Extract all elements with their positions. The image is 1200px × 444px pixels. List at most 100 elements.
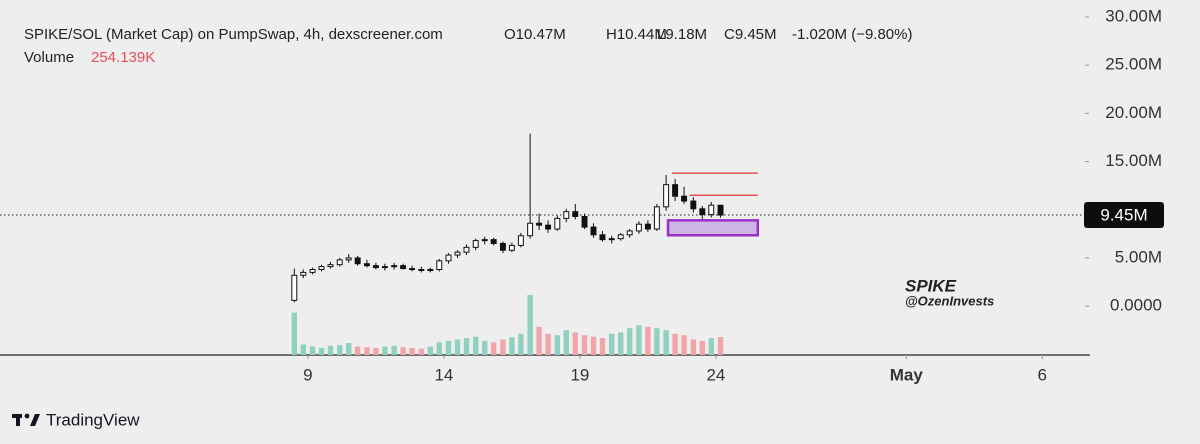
volume-bar bbox=[418, 348, 425, 355]
footer-brand: TradingView bbox=[46, 410, 140, 429]
candle-body bbox=[527, 222, 534, 237]
volume-bar bbox=[473, 336, 479, 355]
ohlc-value: -1.020M (−9.80%) bbox=[792, 26, 912, 43]
volume-bar bbox=[527, 295, 533, 355]
volume-bar bbox=[454, 339, 461, 355]
candle-body bbox=[291, 274, 298, 301]
candle-body bbox=[554, 217, 561, 230]
volume-bar bbox=[391, 345, 397, 355]
candle-body bbox=[472, 240, 479, 248]
volume-bar bbox=[445, 340, 452, 355]
watermark-handle: @OzenInvests bbox=[905, 293, 994, 308]
candle-body bbox=[354, 257, 361, 265]
volume-bar bbox=[382, 346, 388, 355]
candle-body bbox=[363, 263, 370, 267]
candle-body bbox=[536, 222, 543, 226]
volume-bar bbox=[309, 346, 316, 355]
volume-bar bbox=[346, 343, 352, 355]
volume-bar bbox=[572, 332, 578, 355]
volume-bar bbox=[436, 342, 442, 355]
volume-bar bbox=[409, 347, 415, 355]
candle-body bbox=[409, 268, 416, 271]
x-tick-label: 9 bbox=[303, 365, 312, 384]
chart-title: SPIKE/SOL (Market Cap) on PumpSwap, 4h, … bbox=[24, 26, 443, 43]
y-tick-label: 30.00M bbox=[1105, 6, 1162, 25]
candle-body bbox=[454, 251, 461, 256]
candle-body bbox=[672, 184, 679, 197]
candle-body bbox=[572, 211, 579, 217]
volume-value: 254.139K bbox=[91, 49, 155, 66]
candle-body bbox=[690, 200, 697, 210]
volume-bar bbox=[609, 333, 615, 355]
volume-bar bbox=[427, 346, 433, 355]
ohlc-value: H10.44M bbox=[606, 26, 667, 43]
x-tick-label: 14 bbox=[434, 365, 453, 384]
x-tick-label: 24 bbox=[706, 365, 725, 384]
volume-bar bbox=[373, 347, 379, 355]
candle-body bbox=[708, 204, 715, 216]
x-tick-label: 19 bbox=[570, 365, 589, 384]
volume-bar bbox=[690, 339, 697, 355]
candle-body bbox=[445, 254, 452, 262]
candle-body bbox=[436, 260, 443, 271]
candle-body bbox=[300, 271, 307, 276]
candle-body bbox=[499, 242, 506, 251]
y-tick-label: 20.00M bbox=[1105, 103, 1162, 122]
volume-bar bbox=[545, 333, 551, 355]
candle-body bbox=[327, 264, 334, 268]
candle-body bbox=[545, 224, 552, 230]
candle-body bbox=[508, 244, 515, 251]
volume-bar bbox=[590, 336, 597, 355]
candle-body bbox=[381, 266, 388, 269]
candle-body bbox=[653, 206, 660, 230]
candle-body bbox=[309, 269, 316, 273]
volume-bar bbox=[400, 347, 406, 355]
candle-body bbox=[717, 204, 724, 216]
x-tick-label: May bbox=[890, 365, 924, 384]
watermark: SPIKE bbox=[905, 276, 957, 295]
volume-bar bbox=[364, 347, 370, 355]
volume-bar bbox=[663, 330, 669, 355]
volume-bar bbox=[681, 335, 687, 355]
candle-body bbox=[626, 230, 633, 236]
x-tick-label: 6 bbox=[1038, 365, 1047, 384]
y-tick-label: 15.00M bbox=[1105, 151, 1162, 170]
candle-body bbox=[563, 211, 570, 219]
volume-bar bbox=[563, 330, 569, 355]
candle-body bbox=[345, 257, 352, 261]
volume-bar bbox=[554, 335, 561, 355]
candle-body bbox=[681, 195, 688, 202]
ohlc-value: L9.18M bbox=[657, 26, 707, 43]
y-tick-label: 25.00M bbox=[1105, 55, 1162, 74]
candle-body bbox=[418, 269, 425, 272]
volume-bar bbox=[509, 337, 515, 355]
last-price-label: 9.45M bbox=[1100, 206, 1147, 225]
candle-body bbox=[635, 223, 642, 232]
candle-body bbox=[463, 246, 470, 253]
volume-bar bbox=[645, 326, 651, 355]
volume-bar bbox=[490, 342, 497, 355]
candle-body bbox=[318, 266, 325, 271]
tradingview-logo bbox=[12, 413, 40, 426]
candle-body bbox=[391, 265, 398, 268]
candle-body bbox=[400, 265, 407, 270]
volume-bar bbox=[291, 312, 297, 355]
zone-box bbox=[666, 219, 760, 237]
ohlc-value: O10.47M bbox=[504, 26, 566, 43]
volume-bar bbox=[618, 332, 624, 355]
candle-body bbox=[372, 265, 379, 269]
volume-bar bbox=[300, 344, 306, 355]
volume-bar bbox=[636, 325, 642, 355]
volume-bar bbox=[327, 345, 334, 355]
volume-bar bbox=[672, 333, 678, 355]
volume-bar bbox=[708, 338, 714, 355]
volume-bar bbox=[717, 337, 724, 355]
candle-body bbox=[427, 269, 434, 272]
volume-label: Volume bbox=[24, 49, 74, 66]
ohlc-value: C9.45M bbox=[724, 26, 777, 43]
volume-bar bbox=[518, 333, 524, 355]
candle-body bbox=[699, 208, 706, 216]
volume-bar bbox=[654, 328, 660, 355]
candle-body bbox=[663, 184, 670, 208]
volume-bar bbox=[536, 326, 542, 355]
